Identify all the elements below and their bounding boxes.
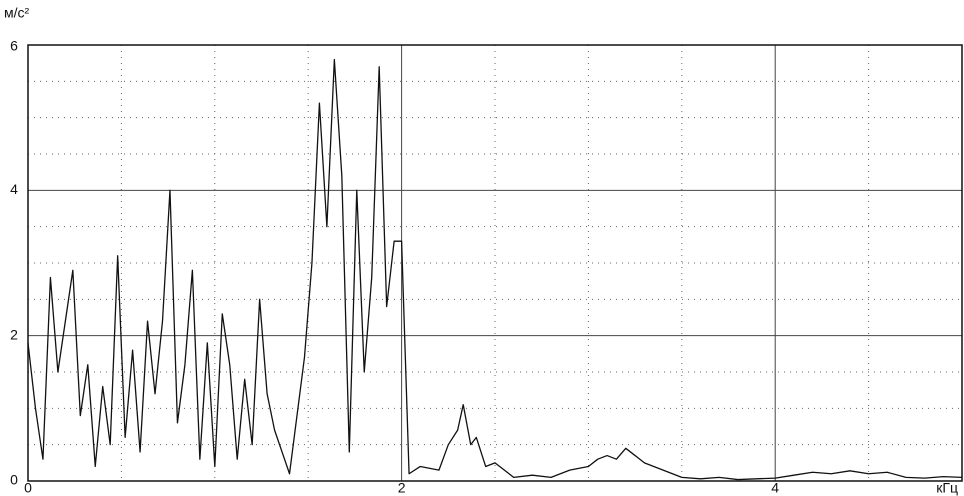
y-tick-label: 4 [10, 181, 18, 197]
y-axis-label: м/с² [4, 5, 30, 21]
y-tick-label: 2 [10, 326, 18, 342]
spectrum-line [27, 58, 963, 481]
x-tick-label: 2 [398, 480, 406, 496]
x-axis-label: кГц [936, 480, 958, 496]
y-tick-label: 0 [10, 472, 18, 488]
y-tick-label: 6 [10, 38, 18, 54]
x-tick-label: 4 [771, 480, 779, 496]
x-tick-label: 0 [24, 480, 32, 496]
plot-frame [27, 44, 963, 482]
